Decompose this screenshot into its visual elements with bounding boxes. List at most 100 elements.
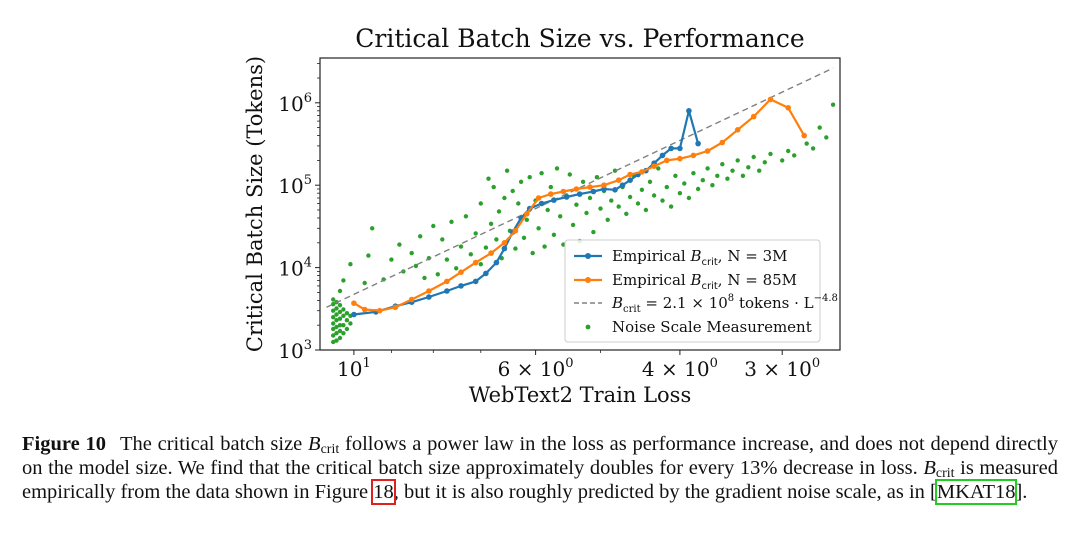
- noise-point: [334, 324, 339, 330]
- noise-point: [337, 303, 343, 308]
- noise-point: [431, 223, 436, 229]
- empirical-3m-point: [659, 152, 666, 159]
- noise-point: [341, 307, 346, 312]
- noise-point: [521, 235, 527, 240]
- noise-point: [594, 175, 600, 180]
- caption-math-bcrit-1: Bcrit: [308, 433, 339, 457]
- noise-point: [491, 184, 496, 190]
- noise-point: [341, 331, 346, 336]
- y-tick-label: 103: [278, 338, 312, 363]
- legend-85m-sub: crit: [701, 281, 717, 292]
- noise-point: [422, 275, 427, 281]
- noise-point: [473, 231, 478, 236]
- empirical-85m-point: [560, 188, 567, 195]
- caption-var-1: B: [308, 433, 321, 455]
- noise-point: [627, 194, 633, 200]
- legend-marker-3m: [585, 253, 591, 259]
- y-axis-label: Critical Batch Size (Tokens): [243, 56, 267, 352]
- noise-point: [440, 237, 445, 242]
- noise-point: [686, 195, 692, 201]
- noise-point: [483, 245, 489, 250]
- empirical-3m-point: [612, 187, 618, 193]
- empirical-85m-point: [524, 211, 530, 217]
- noise-point: [444, 257, 450, 262]
- empirical-3m-point: [668, 145, 674, 152]
- x-tick-label: 6 × 100: [498, 356, 574, 381]
- noise-point: [740, 173, 746, 178]
- empirical-3m-point: [351, 311, 357, 318]
- legend-85m-var: B: [689, 271, 701, 289]
- noise-point: [605, 217, 610, 222]
- legend-label-noise: Noise Scale Measurement: [612, 318, 812, 336]
- noise-point: [664, 184, 669, 190]
- noise-point: [682, 181, 687, 186]
- noise-point: [746, 165, 751, 170]
- empirical-85m-point: [351, 300, 357, 307]
- noise-point: [591, 229, 596, 235]
- empirical-85m-point: [573, 186, 580, 192]
- noise-point: [337, 335, 343, 341]
- legend-fit-var: B: [611, 294, 623, 312]
- plot-frame: [319, 57, 841, 351]
- noise-point: [554, 166, 560, 171]
- legend-85m-post: , N = 85M: [718, 271, 797, 289]
- noise-point: [786, 148, 791, 154]
- noise-point: [635, 201, 641, 206]
- noise-point: [486, 176, 491, 181]
- empirical-3m-point: [677, 145, 683, 152]
- legend-frame: [564, 239, 821, 343]
- noise-point: [735, 158, 740, 163]
- noise-point: [715, 173, 720, 178]
- noise-point: [341, 278, 346, 283]
- noise-point: [524, 217, 529, 222]
- caption-sub-2: crit: [935, 466, 955, 481]
- noise-point: [370, 226, 375, 231]
- caption-text-1: The critical batch size: [119, 433, 309, 455]
- empirical-85m-point: [535, 195, 542, 201]
- noise-point: [331, 333, 336, 338]
- noise-point: [344, 318, 350, 323]
- figure-18-link[interactable]: 18: [371, 479, 396, 505]
- empirical-85m-point: [734, 127, 741, 133]
- legend: Empirical Bcrit, N = 3M Empirical Bcrit,…: [564, 239, 838, 343]
- noise-point: [574, 202, 579, 207]
- noise-point: [751, 154, 756, 160]
- noise-point: [567, 172, 572, 177]
- noise-point: [612, 168, 618, 173]
- caption-math-bcrit-2: Bcrit: [923, 457, 955, 481]
- noise-point: [418, 234, 423, 239]
- empirical-3m-point: [563, 194, 570, 200]
- empirical-85m-point: [601, 182, 607, 188]
- legend-label-fit: Bcrit = 2.1 × 108 tokens · L−4.8: [611, 293, 838, 315]
- noise-point: [331, 308, 336, 313]
- mkat18-citation-link[interactable]: MKAT18: [934, 479, 1018, 505]
- noise-point: [341, 313, 346, 318]
- legend-fit-sub: crit: [623, 304, 641, 315]
- caption-text-4: is measured empirically from the data sh…: [22, 457, 1058, 503]
- noise-point: [705, 166, 710, 171]
- noise-point: [348, 321, 353, 326]
- legend-3m-var: B: [689, 247, 701, 265]
- tick-layer: 103 104 105 106 101 6 × 100 4 × 100 3 × 100: [278, 63, 820, 381]
- noise-point: [720, 162, 725, 167]
- noise-point: [677, 191, 683, 196]
- noise-point: [344, 326, 350, 332]
- noise-point: [558, 214, 563, 219]
- noise-point: [643, 207, 649, 213]
- noise-point: [584, 210, 589, 216]
- noise-point: [624, 211, 629, 216]
- empirical-85m-point: [801, 132, 807, 139]
- legend-3m-pre: Empirical: [612, 247, 690, 265]
- noise-point: [331, 321, 336, 326]
- empirical-85m-point: [444, 278, 450, 285]
- y-tick-label: 106: [278, 91, 312, 116]
- empirical-85m-point: [719, 139, 726, 146]
- empirical-85m-point: [639, 169, 645, 175]
- figure-10: Critical Batch Size vs. Performance 103 1…: [243, 24, 841, 407]
- noise-point: [542, 244, 547, 249]
- empirical-3m-point: [472, 278, 479, 285]
- figure-label: Figure 10: [22, 433, 106, 455]
- y-tick-label: 105: [278, 173, 312, 198]
- empirical-3m-point: [458, 283, 464, 289]
- noise-point: [331, 339, 336, 345]
